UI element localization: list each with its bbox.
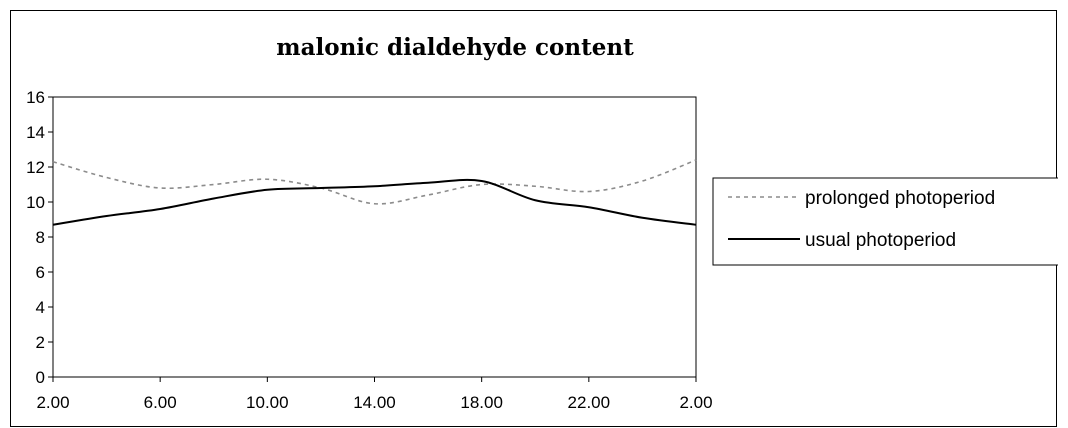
series-layer [52,159,697,226]
plot-border [52,96,697,378]
y-tick-label: 2 [36,333,45,352]
legend-label-prolonged-photoperiod: prolonged photoperiod [805,188,995,209]
x-tick-label: 2.00 [679,393,712,412]
legend: prolonged photoperiod usual photoperiod [712,177,1058,266]
x-tick-label: 18.00 [460,393,503,412]
y-axis: 0 2 4 6 8 10 12 14 16 [26,88,53,387]
plot-area [52,96,697,378]
y-tick-label: 12 [26,158,45,177]
legend-label-usual-photoperiod: usual photoperiod [805,230,956,251]
chart-title: malonic dialdehyde content [276,34,634,61]
x-tick-label: 6.00 [144,393,177,412]
x-tick-label: 10.00 [246,393,289,412]
y-tick-label: 8 [36,228,45,247]
y-tick-label: 10 [26,193,45,212]
y-tick-label: 16 [26,88,45,107]
y-tick-label: 0 [36,368,45,387]
x-tick-label: 22.00 [568,393,611,412]
y-tick-label: 6 [36,263,45,282]
line-chart: malonic dialdehyde content 0 2 4 6 8 10 12 14 16… [26,34,1058,412]
legend-box [712,177,1058,266]
x-tick-label: 2.00 [36,393,69,412]
y-tick-label: 4 [36,298,45,317]
x-tick-label: 14.00 [353,393,396,412]
y-tick-label: 14 [26,123,45,142]
chart-frame: malonic dialdehyde content 0 2 4 6 8 10 12 14 16… [10,10,1058,427]
x-axis: 2.00 6.00 10.00 14.00 18.00 22.00 2.00 [36,377,713,412]
